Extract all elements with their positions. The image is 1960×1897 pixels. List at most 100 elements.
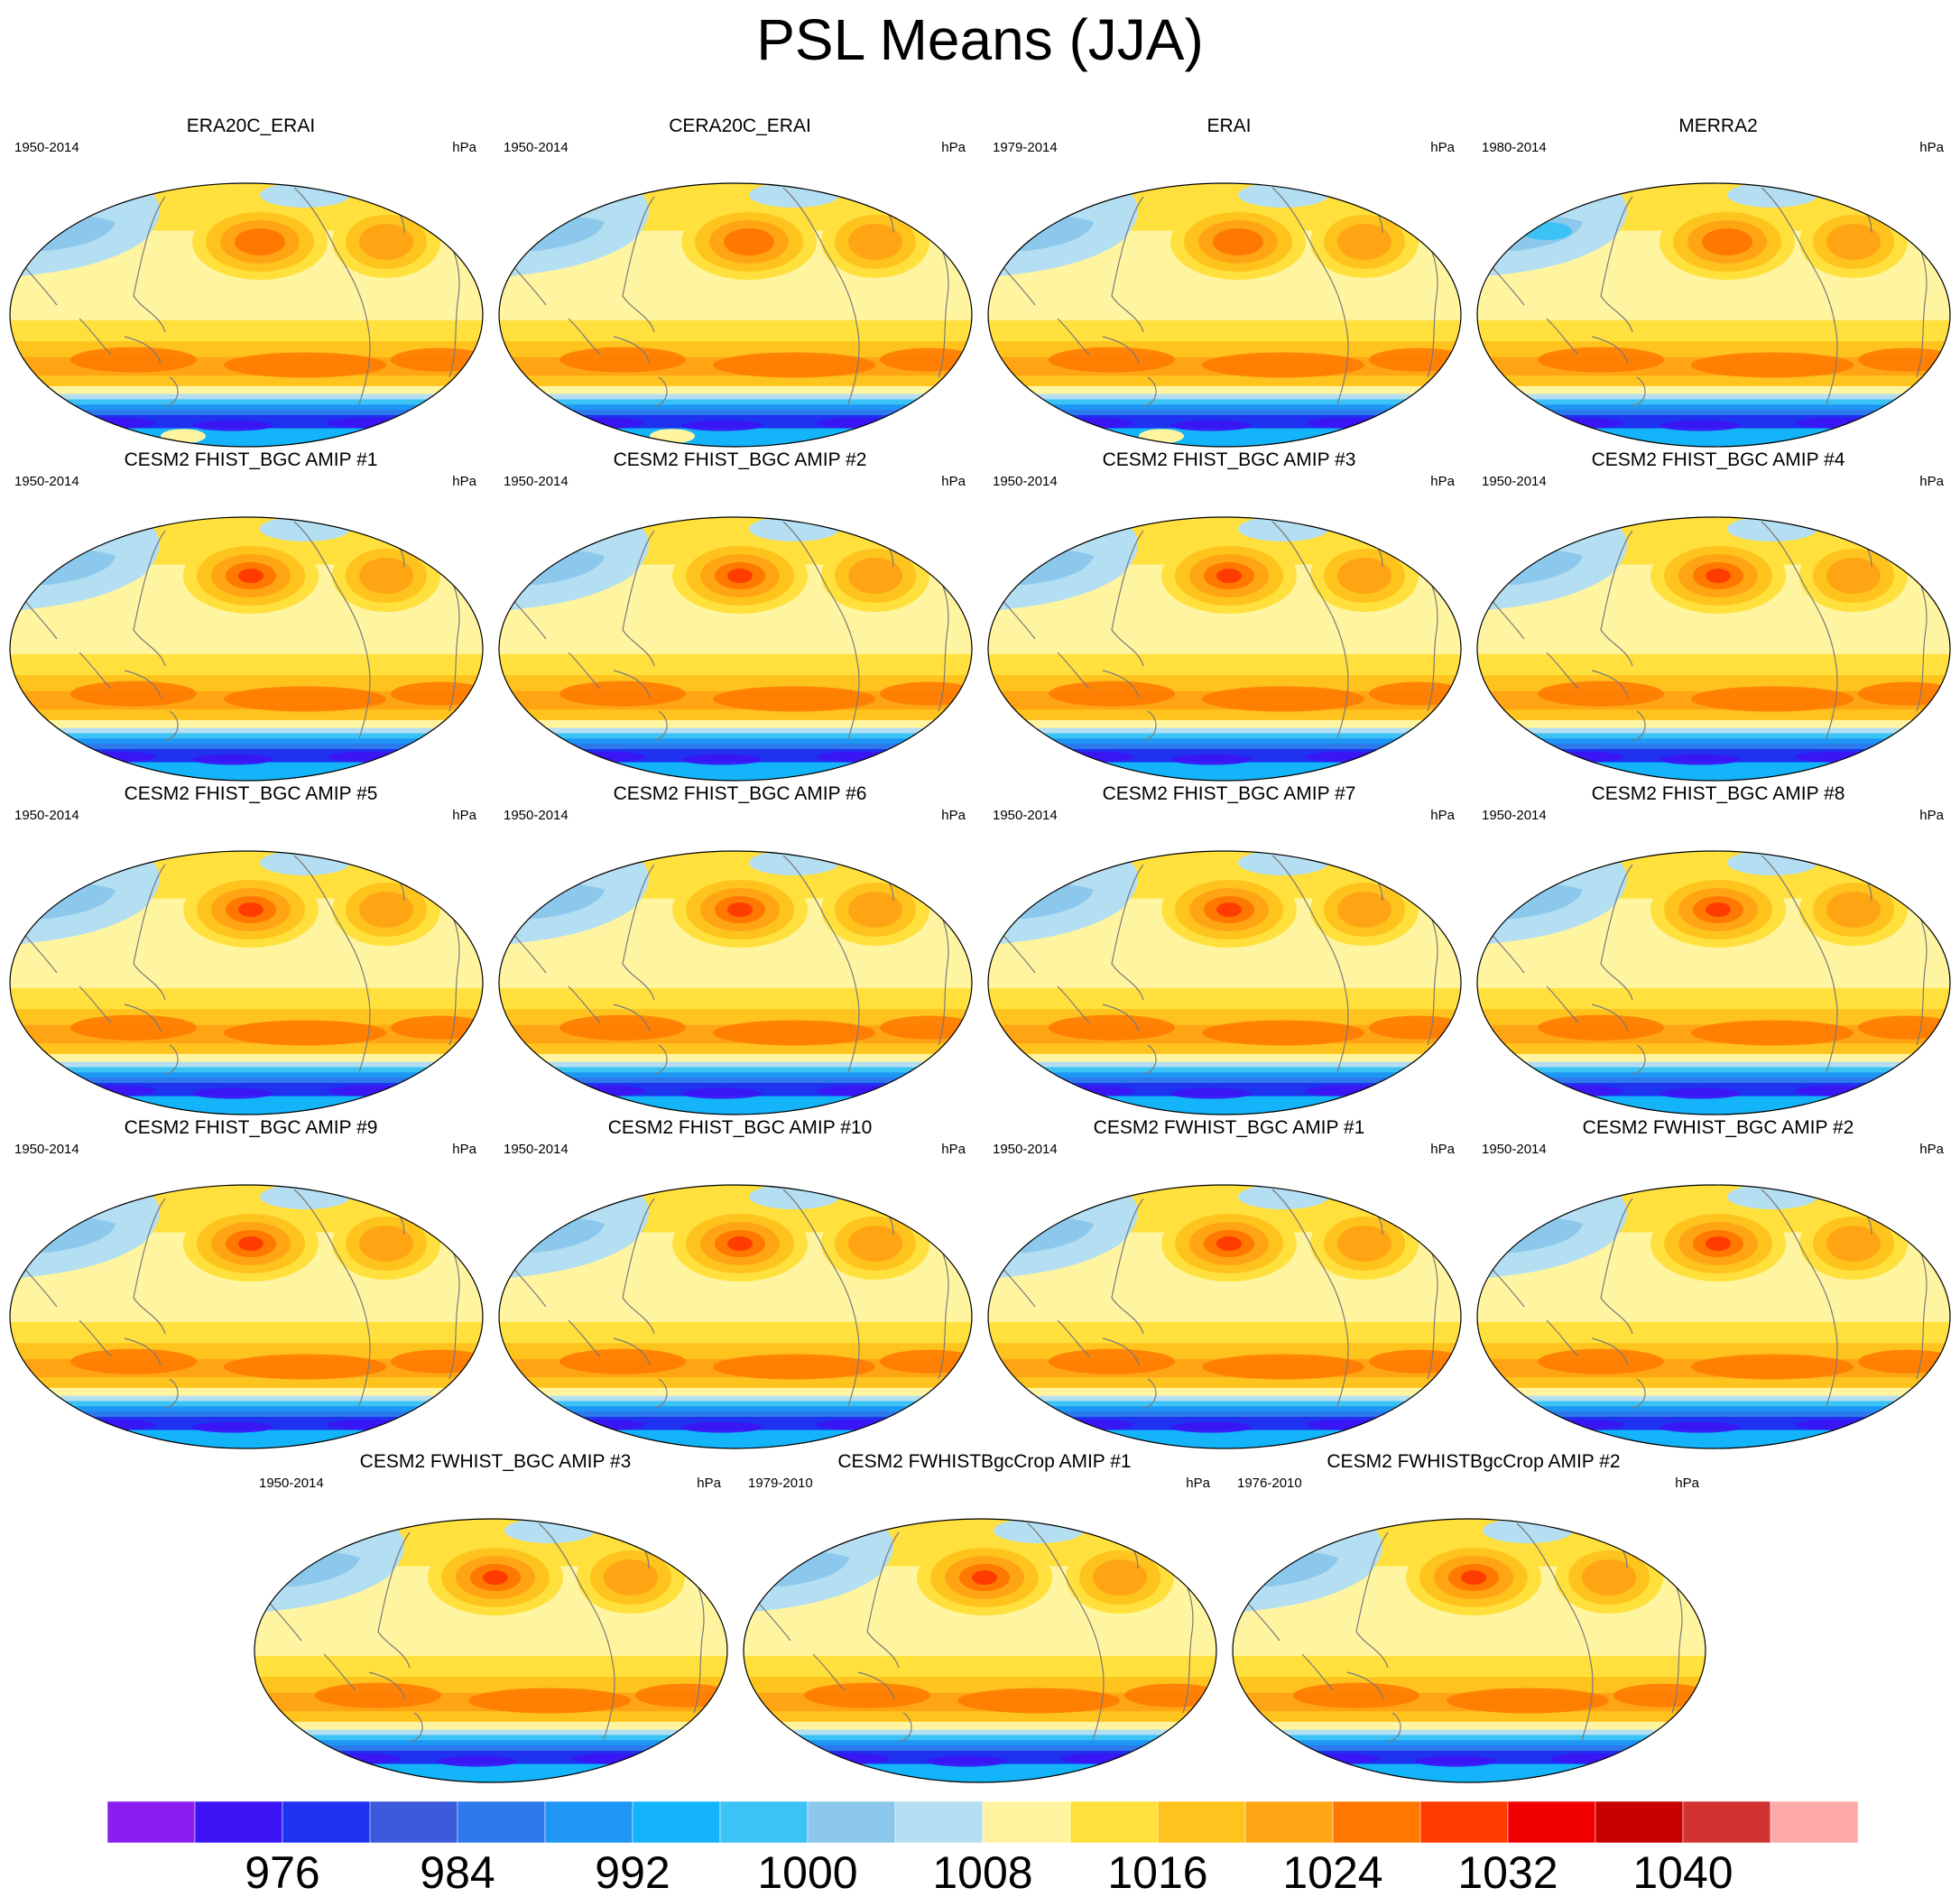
panel-period: 1976-2010 bbox=[1237, 1476, 1302, 1491]
panel-title: CESM2 FHIST_BGC AMIP #9 bbox=[124, 1117, 378, 1138]
map-panel: CERA20C_ERAI 1950-2014 hPa bbox=[496, 116, 984, 449]
panel-title: MERRA2 bbox=[1678, 116, 1758, 136]
psl-map bbox=[498, 182, 973, 448]
colorbar-swatch bbox=[894, 1800, 984, 1844]
panel-units: hPa bbox=[1430, 1142, 1455, 1157]
panel-period: 1950-2014 bbox=[14, 140, 79, 155]
colorbar-swatch bbox=[982, 1800, 1071, 1844]
panel-units: hPa bbox=[697, 1476, 721, 1491]
panel-units: hPa bbox=[1919, 808, 1944, 823]
psl-map bbox=[1476, 182, 1951, 448]
panel-units: hPa bbox=[452, 1142, 476, 1157]
map-panel: CESM2 FWHIST_BGC AMIP #1 1950-2014 hPa bbox=[985, 1117, 1473, 1451]
panel-units: hPa bbox=[452, 808, 476, 823]
panel-title: CESM2 FHIST_BGC AMIP #1 bbox=[124, 449, 378, 470]
panel-period: 1950-2014 bbox=[993, 474, 1058, 489]
panel-units: hPa bbox=[941, 474, 966, 489]
panel-title: CESM2 FHIST_BGC AMIP #2 bbox=[613, 449, 867, 470]
panel-units: hPa bbox=[1919, 140, 1944, 155]
colorbar-tick-label: 1000 bbox=[757, 1847, 857, 1897]
colorbar-swatch bbox=[1682, 1800, 1771, 1844]
colorbar-tick-label: 1016 bbox=[1107, 1847, 1207, 1897]
panel-title: CESM2 FHIST_BGC AMIP #8 bbox=[1591, 783, 1845, 804]
colorbar-swatch bbox=[1332, 1800, 1421, 1844]
psl-map bbox=[1232, 1518, 1706, 1783]
panel-period: 1950-2014 bbox=[1482, 808, 1547, 823]
panel-units: hPa bbox=[1430, 808, 1455, 823]
map-panel: CESM2 FHIST_BGC AMIP #5 1950-2014 hPa bbox=[7, 783, 495, 1117]
map-panel: CESM2 FHIST_BGC AMIP #6 1950-2014 hPa bbox=[496, 783, 984, 1117]
map-panel: CESM2 FHIST_BGC AMIP #10 1950-2014 hPa bbox=[496, 1117, 984, 1451]
map-panel: CESM2 FHIST_BGC AMIP #4 1950-2014 hPa bbox=[1475, 449, 1960, 783]
map-panel: CESM2 FWHISTBgcCrop AMIP #1 1979-2010 hPa bbox=[741, 1451, 1228, 1785]
map-panel: CESM2 FHIST_BGC AMIP #9 1950-2014 hPa bbox=[7, 1117, 495, 1451]
psl-map bbox=[1476, 850, 1951, 1115]
psl-map bbox=[743, 1518, 1217, 1783]
panel-period: 1980-2014 bbox=[1482, 140, 1547, 155]
colorbar-swatch bbox=[106, 1800, 196, 1844]
map-panel: CESM2 FWHIST_BGC AMIP #2 1950-2014 hPa bbox=[1475, 1117, 1960, 1451]
panel-units: hPa bbox=[1919, 474, 1944, 489]
panel-period: 1950-2014 bbox=[14, 474, 79, 489]
colorbar-swatch bbox=[282, 1800, 371, 1844]
colorbar-swatch bbox=[807, 1800, 896, 1844]
panel-period: 1950-2014 bbox=[14, 1142, 79, 1157]
map-panel: ERAI 1979-2014 hPa bbox=[985, 116, 1473, 449]
panel-period: 1950-2014 bbox=[504, 140, 569, 155]
colorbar-tick-label: 984 bbox=[420, 1847, 495, 1897]
colorbar-swatch bbox=[544, 1800, 633, 1844]
panel-period: 1950-2014 bbox=[1482, 1142, 1547, 1157]
panel-title: CESM2 FWHISTBgcCrop AMIP #2 bbox=[1327, 1451, 1621, 1472]
panel-units: hPa bbox=[941, 140, 966, 155]
panel-units: hPa bbox=[1430, 474, 1455, 489]
colorbar-tick-label: 992 bbox=[595, 1847, 670, 1897]
colorbar-tick-label: 1008 bbox=[932, 1847, 1032, 1897]
panel-units: hPa bbox=[452, 140, 476, 155]
psl-map bbox=[498, 1184, 973, 1449]
psl-map bbox=[987, 1184, 1462, 1449]
colorbar-tick-label: 976 bbox=[245, 1847, 319, 1897]
map-panel: CESM2 FWHISTBgcCrop AMIP #2 1976-2010 hPa bbox=[1230, 1451, 1717, 1785]
panel-units: hPa bbox=[452, 474, 476, 489]
colorbar-swatch bbox=[1770, 1800, 1859, 1844]
colorbar-swatch bbox=[1507, 1800, 1596, 1844]
panel-period: 1950-2014 bbox=[504, 808, 569, 823]
psl-map bbox=[1476, 1184, 1951, 1449]
panel-title: CESM2 FWHIST_BGC AMIP #3 bbox=[359, 1451, 632, 1472]
panel-title: CESM2 FHIST_BGC AMIP #5 bbox=[124, 783, 378, 804]
panel-period: 1979-2010 bbox=[748, 1476, 813, 1491]
map-panel: CESM2 FHIST_BGC AMIP #1 1950-2014 hPa bbox=[7, 449, 495, 783]
psl-map bbox=[498, 850, 973, 1115]
colorbar-swatch bbox=[1069, 1800, 1159, 1844]
colorbar-swatch bbox=[194, 1800, 283, 1844]
map-panel: CESM2 FHIST_BGC AMIP #3 1950-2014 hPa bbox=[985, 449, 1473, 783]
map-panel: CESM2 FWHIST_BGC AMIP #3 1950-2014 hPa bbox=[252, 1451, 739, 1785]
psl-map bbox=[9, 1184, 484, 1449]
map-panel: CESM2 FHIST_BGC AMIP #7 1950-2014 hPa bbox=[985, 783, 1473, 1117]
panel-units: hPa bbox=[1675, 1476, 1699, 1491]
panel-title: CESM2 FHIST_BGC AMIP #4 bbox=[1591, 449, 1845, 470]
colorbar-swatch bbox=[1244, 1800, 1334, 1844]
colorbar-swatch bbox=[457, 1800, 546, 1844]
panel-period: 1950-2014 bbox=[993, 1142, 1058, 1157]
panel-title: ERAI bbox=[1207, 116, 1252, 136]
colorbar-tick-label: 1032 bbox=[1457, 1847, 1558, 1897]
colorbar-tick-label: 1024 bbox=[1282, 1847, 1382, 1897]
panel-title: CESM2 FWHISTBgcCrop AMIP #1 bbox=[837, 1451, 1132, 1472]
panel-units: hPa bbox=[1919, 1142, 1944, 1157]
figure-title: PSL Means (JJA) bbox=[756, 7, 1204, 72]
colorbar-swatch bbox=[1595, 1800, 1684, 1844]
panel-units: hPa bbox=[1430, 140, 1455, 155]
panel-title: CESM2 FWHIST_BGC AMIP #1 bbox=[1093, 1117, 1365, 1138]
panel-title: CESM2 FHIST_BGC AMIP #10 bbox=[607, 1117, 873, 1138]
panel-units: hPa bbox=[941, 1142, 966, 1157]
colorbar-swatch bbox=[719, 1800, 809, 1844]
panel-period: 1950-2014 bbox=[1482, 474, 1547, 489]
colorbar-swatch bbox=[1157, 1800, 1246, 1844]
psl-map bbox=[498, 516, 973, 782]
map-panel: CESM2 FHIST_BGC AMIP #2 1950-2014 hPa bbox=[496, 449, 984, 783]
panel-units: hPa bbox=[1186, 1476, 1210, 1491]
psl-map bbox=[987, 182, 1462, 448]
psl-map bbox=[9, 182, 484, 448]
psl-map bbox=[9, 850, 484, 1115]
